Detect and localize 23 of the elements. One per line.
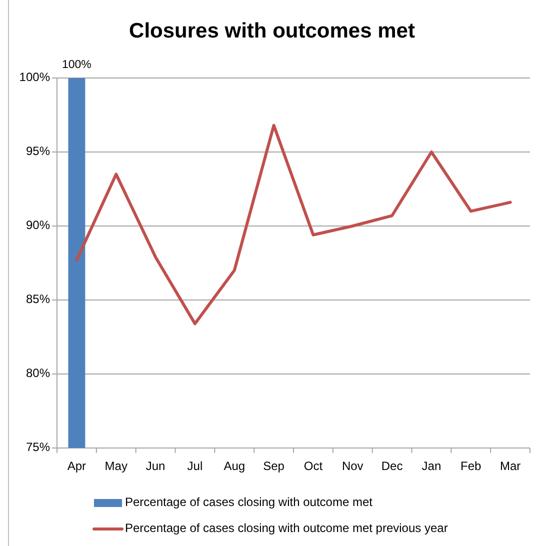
y-tick-label: 80% (26, 366, 50, 380)
legend-label: Percentage of cases closing with outcome met previous year (125, 521, 448, 536)
data-label: 100% (62, 59, 92, 71)
chart-title: Closures with outcomes met (129, 20, 415, 43)
y-tick-label: 100% (19, 70, 50, 84)
y-tick-label: 95% (26, 144, 50, 158)
x-tick-label: Apr (67, 459, 86, 474)
x-tick-label: Dec (381, 459, 403, 474)
x-tick-label: Aug (224, 459, 246, 474)
x-tick-label: Jul (187, 459, 203, 474)
x-tick-label: Jun (146, 459, 166, 474)
x-tick-label: Jan (422, 459, 442, 474)
y-tick-label: 75% (26, 440, 50, 454)
x-tick-label: May (104, 459, 128, 474)
x-tick-label: Oct (304, 459, 324, 474)
legend-label: Percentage of cases closing with outcome met (125, 495, 374, 510)
y-tick-label: 90% (26, 218, 50, 232)
x-tick-label: Feb (460, 459, 482, 474)
line-series (75, 124, 512, 326)
x-tick-label: Sep (263, 459, 285, 474)
x-tick-label: Nov (342, 459, 364, 474)
x-tick-label: Mar (500, 459, 521, 474)
y-tick-label: 85% (26, 292, 50, 306)
